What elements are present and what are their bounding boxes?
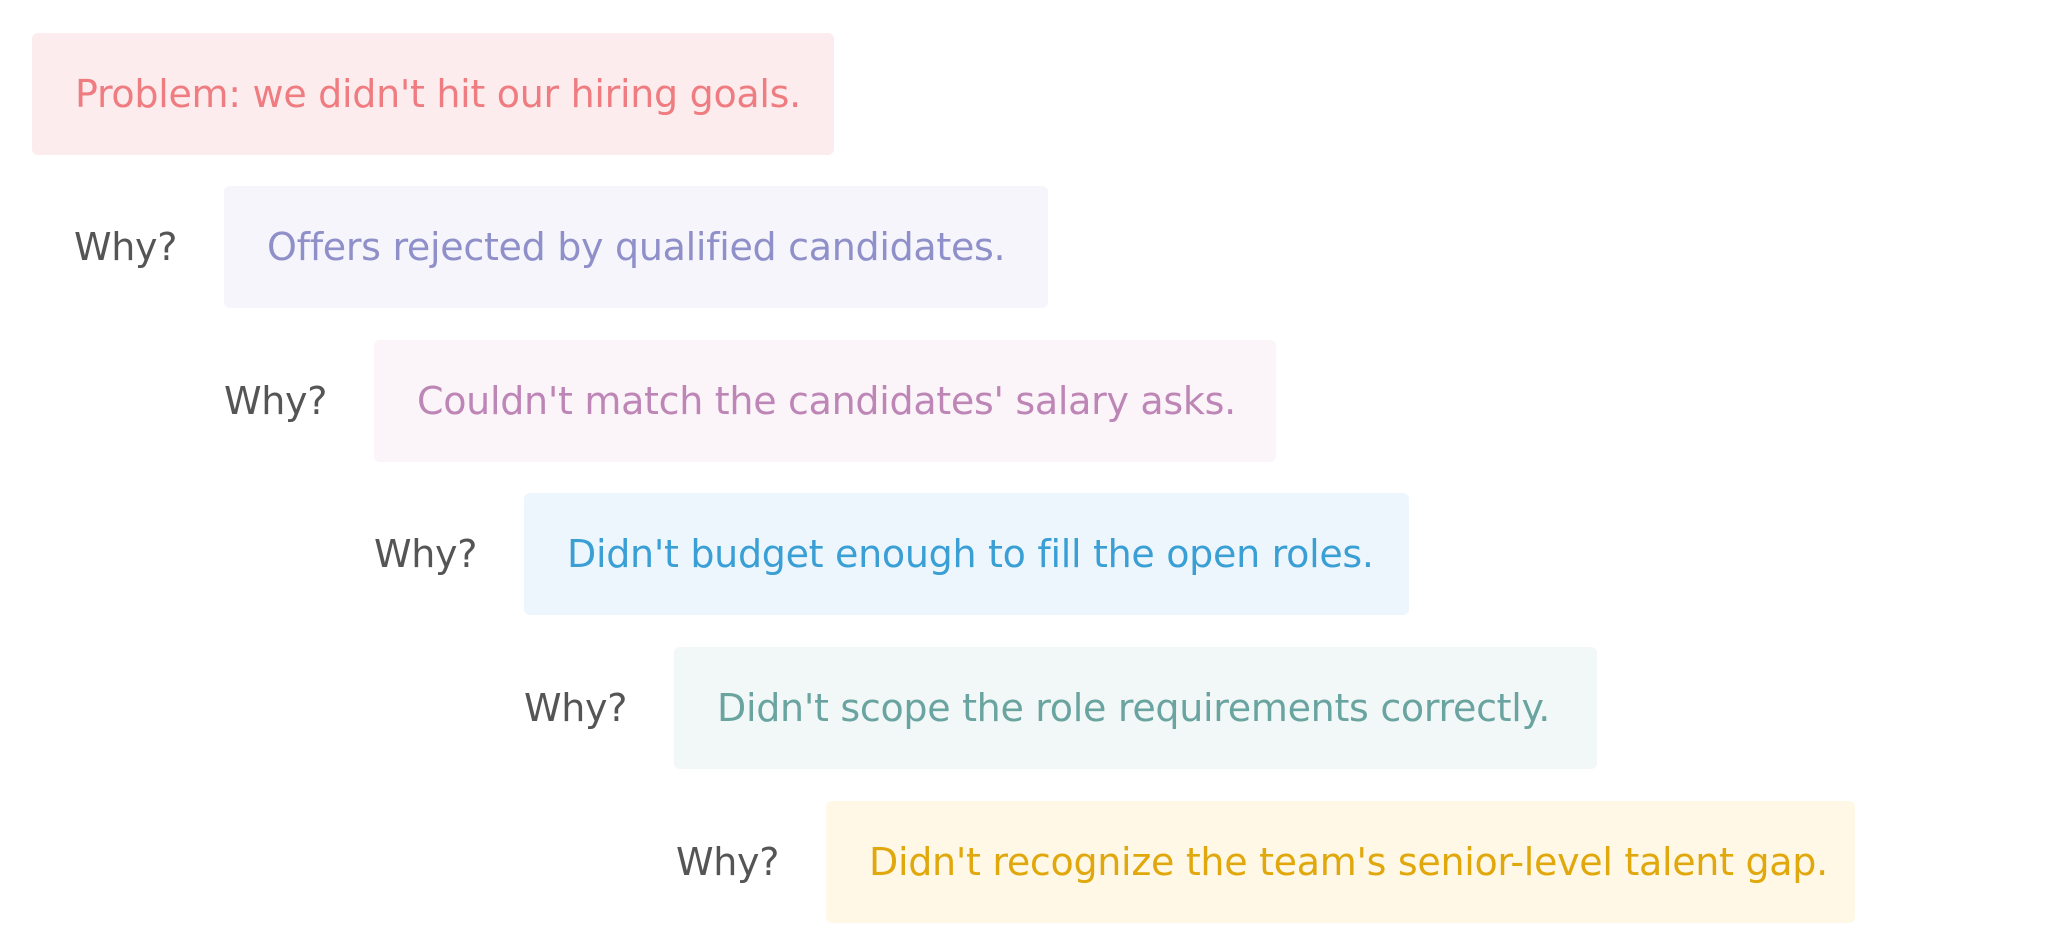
why-answer-text-4: Didn't scope the role requirements corre… xyxy=(717,686,1551,730)
why-answer-box-5: Didn't recognize the team's senior-level… xyxy=(826,801,1855,923)
why-answer-box-4: Didn't scope the role requirements corre… xyxy=(674,647,1597,769)
why-answer-box-1: Offers rejected by qualified candidates. xyxy=(224,186,1048,308)
why-answer-text-1: Offers rejected by qualified candidates. xyxy=(267,225,1006,269)
why-label-4: Why? xyxy=(524,686,628,730)
why-answer-text-5: Didn't recognize the team's senior-level… xyxy=(869,840,1828,884)
why-answer-text-2: Couldn't match the candidates' salary as… xyxy=(417,379,1236,423)
why-answer-box-2: Couldn't match the candidates' salary as… xyxy=(374,340,1276,462)
why-label-3: Why? xyxy=(374,532,478,576)
why-label-2: Why? xyxy=(224,379,328,423)
why-label-1: Why? xyxy=(74,225,178,269)
why-answer-box-3: Didn't budget enough to fill the open ro… xyxy=(524,493,1409,615)
problem-box: Problem: we didn't hit our hiring goals. xyxy=(32,33,834,155)
problem-text: Problem: we didn't hit our hiring goals. xyxy=(75,72,801,116)
why-answer-text-3: Didn't budget enough to fill the open ro… xyxy=(567,532,1374,576)
why-label-5: Why? xyxy=(676,840,780,884)
